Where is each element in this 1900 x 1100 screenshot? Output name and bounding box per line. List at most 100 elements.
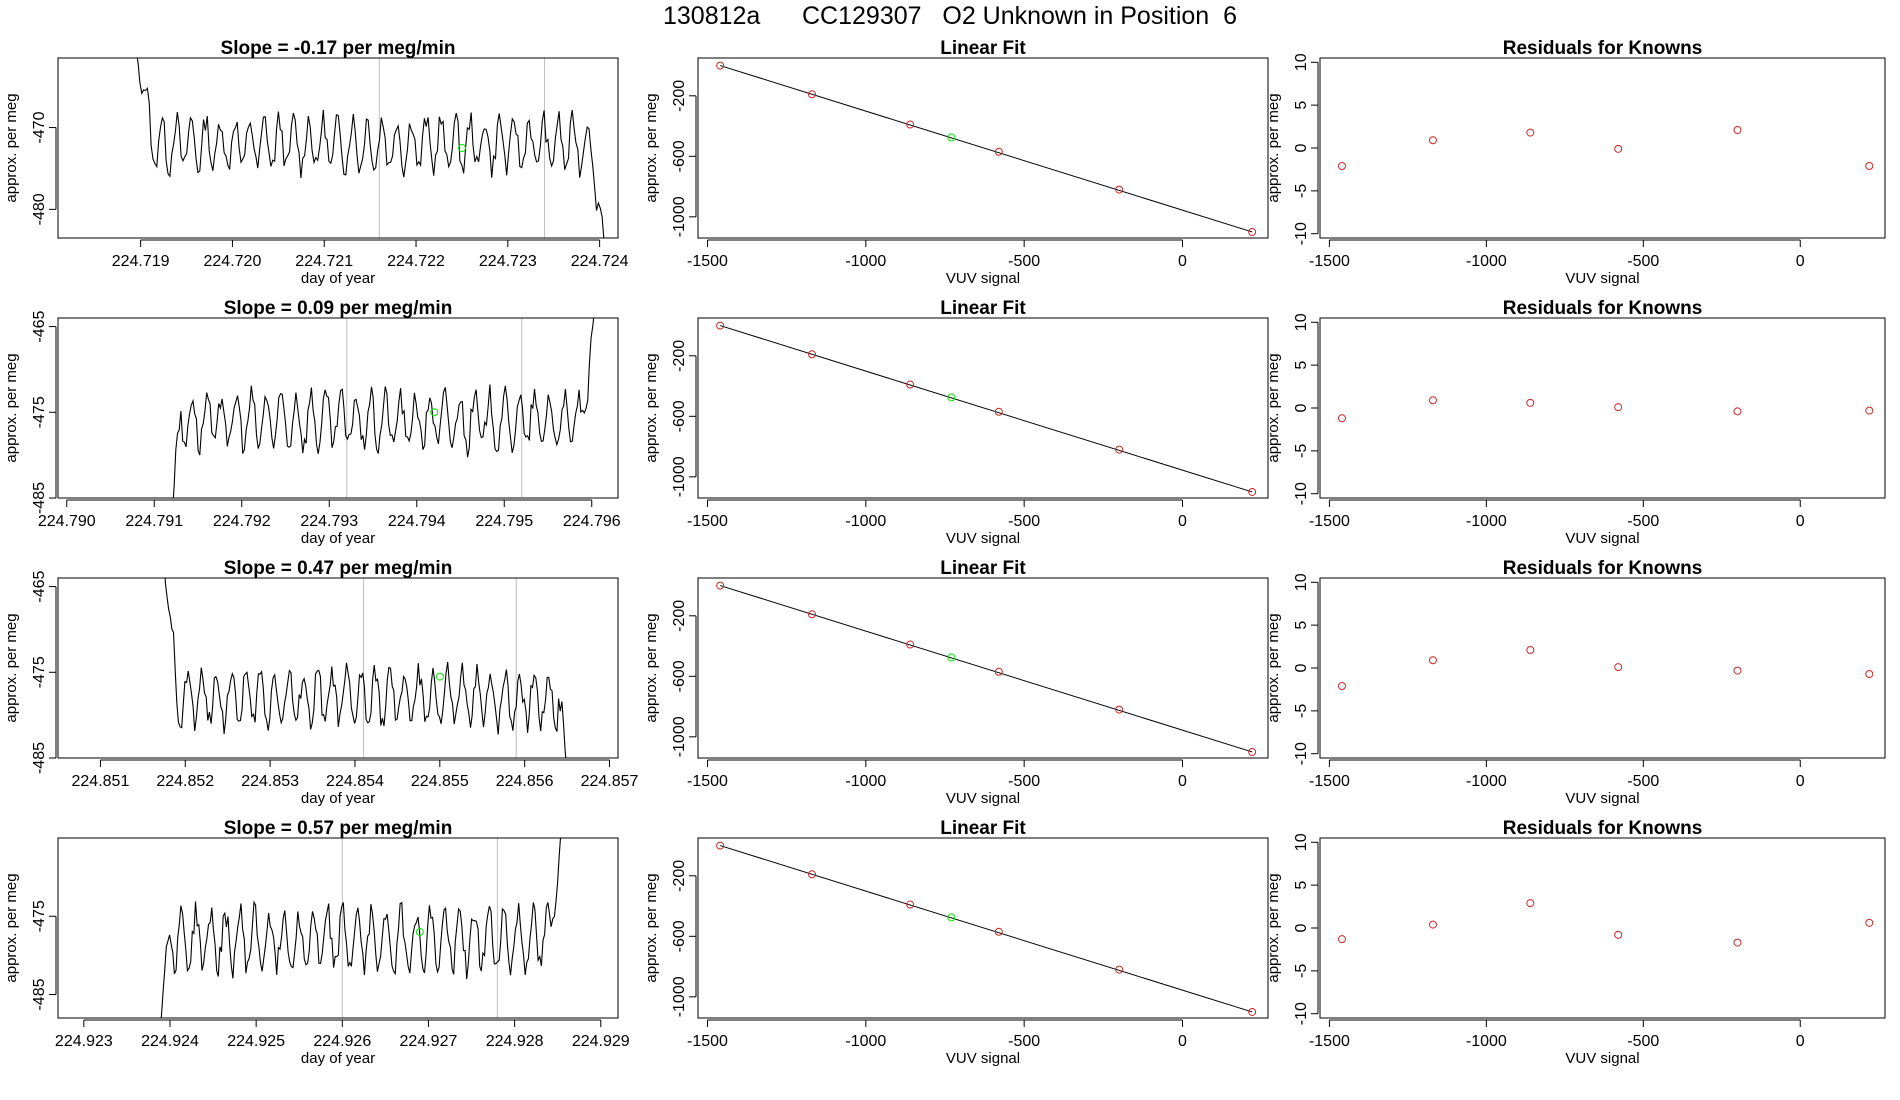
chart-title: Slope = -0.17 per meg/min [221, 38, 456, 59]
y-tick-label: -5 [1293, 964, 1310, 978]
y-axis-label: approx. per meg [3, 873, 20, 982]
plot-area [136, 58, 605, 238]
residual-point [1733, 938, 1742, 947]
residual-point [1429, 656, 1437, 665]
y-axis-label: approx. per meg [643, 353, 660, 462]
unknown-point [947, 913, 956, 922]
plot-frame [1319, 837, 1886, 1019]
x-tick-label: 224.794 [388, 513, 446, 530]
y-axis-label: approx. per meg [3, 353, 20, 462]
y-axis-label: approx. per meg [1265, 613, 1282, 722]
x-tick-label: -1500 [687, 773, 728, 790]
residual-point [1865, 670, 1874, 678]
y-tick-label: 10 [1293, 53, 1310, 71]
y-tick-label: 10 [1293, 573, 1310, 591]
y-tick-label: -1000 [671, 196, 688, 237]
y-tick-label: 10 [1293, 313, 1310, 331]
residual-point [1614, 403, 1623, 412]
chart-panel-8: Linear Fit -1500 -1000 -500 0 VUV signal -1000… [643, 558, 1269, 807]
x-tick-label: -1500 [1309, 773, 1350, 790]
x-tick-label: 224.857 [581, 773, 639, 790]
x-tick-label: 224.923 [55, 1033, 113, 1050]
page-title: 130812a CC129307 O2 Unknown in Position … [663, 2, 1237, 30]
y-tick-label: -465 [31, 570, 48, 602]
chart-title: Linear Fit [940, 818, 1026, 839]
plot-area [1337, 396, 1874, 423]
residual-point [1429, 920, 1437, 929]
x-tick-label: -500 [1008, 773, 1040, 790]
y-axis-label: approx. per meg [3, 613, 20, 722]
y-tick-label: -485 [31, 978, 48, 1010]
chart-panel-6: Residuals for Knowns -1500 -1000 -500 0 VUV s… [1265, 298, 1886, 547]
y-tick-label: -600 [671, 140, 688, 172]
x-axis-label: day of year [301, 270, 375, 287]
plot-area [716, 581, 1257, 756]
x-tick-label: -1000 [845, 773, 886, 790]
y-tick-label: 10 [1293, 833, 1310, 851]
chart-panel-12: Residuals for Knowns -1500 -1000 -500 0 VUV s… [1265, 818, 1886, 1067]
y-tick-label: -200 [671, 80, 688, 112]
known-point [716, 61, 725, 70]
chart-title: Residuals for Knowns [1503, 38, 1703, 59]
fit-line [720, 325, 1253, 493]
unknown-point [430, 408, 439, 417]
x-tick-label: 224.924 [141, 1033, 199, 1050]
x-tick-label: 0 [1178, 1033, 1187, 1050]
x-tick-label: 0 [1796, 513, 1805, 530]
chart-panel-2: Linear Fit -1500 -1000 -500 0 VUV signal -1000… [643, 38, 1269, 287]
y-axis-label: approx. per meg [643, 93, 660, 202]
chart-panel-5: Linear Fit -1500 -1000 -500 0 VUV signal -1000… [643, 298, 1269, 547]
x-axis-label: VUV signal [946, 530, 1020, 547]
y-tick-label: -465 [31, 310, 48, 342]
y-tick-label: -485 [31, 742, 48, 774]
chart-title: Residuals for Knowns [1503, 298, 1703, 319]
y-tick-label: -480 [31, 193, 48, 225]
residual-point [1526, 398, 1535, 407]
x-tick-label: 0 [1796, 253, 1805, 270]
x-tick-label: 0 [1178, 773, 1187, 790]
known-point [1115, 965, 1124, 974]
x-tick-label: -1500 [1309, 513, 1350, 530]
known-point [906, 380, 915, 389]
y-tick-label: -1000 [671, 716, 688, 757]
chart-title: Residuals for Knowns [1503, 558, 1703, 579]
x-axis-label: VUV signal [946, 270, 1020, 287]
x-tick-label: 224.851 [72, 773, 130, 790]
x-axis-label: VUV signal [1565, 530, 1639, 547]
x-tick-label: 224.929 [572, 1033, 630, 1050]
chart-title: Slope = 0.09 per meg/min [224, 298, 453, 319]
plot-frame [57, 577, 619, 759]
x-tick-label: -500 [1627, 513, 1659, 530]
x-tick-label: 224.795 [475, 513, 533, 530]
fit-line [720, 585, 1253, 753]
unknown-point [947, 393, 956, 402]
y-axis-label: approx. per meg [3, 93, 20, 202]
y-tick-label: 5 [1293, 621, 1310, 630]
x-tick-label: -500 [1627, 253, 1659, 270]
residual-point [1733, 407, 1742, 416]
y-tick-label: 5 [1293, 361, 1310, 370]
y-tick-label: -5 [1293, 184, 1310, 198]
plot-area [1337, 646, 1874, 690]
x-tick-label: 224.855 [411, 773, 469, 790]
chart-title: Slope = 0.47 per meg/min [224, 558, 453, 579]
y-tick-label: 0 [1293, 923, 1310, 932]
y-tick-label: -600 [671, 920, 688, 952]
chart-title: Linear Fit [940, 38, 1026, 59]
chart-title: Residuals for Knowns [1503, 818, 1703, 839]
y-tick-label: 5 [1293, 881, 1310, 890]
x-tick-label: -1000 [845, 1033, 886, 1050]
plot-area [716, 321, 1257, 496]
chart-title: Linear Fit [940, 558, 1026, 579]
chart-panel-9: Residuals for Knowns -1500 -1000 -500 0 VUV s… [1265, 558, 1886, 807]
x-tick-label: -1500 [687, 1033, 728, 1050]
unknown-point [435, 672, 444, 681]
y-tick-label: -470 [31, 111, 48, 143]
y-tick-label: -1000 [671, 456, 688, 497]
residual-point [1337, 162, 1346, 170]
plot-frame [57, 837, 619, 1019]
y-tick-label: -600 [671, 660, 688, 692]
x-tick-label: 224.723 [479, 253, 537, 270]
time-series-line [172, 318, 595, 498]
